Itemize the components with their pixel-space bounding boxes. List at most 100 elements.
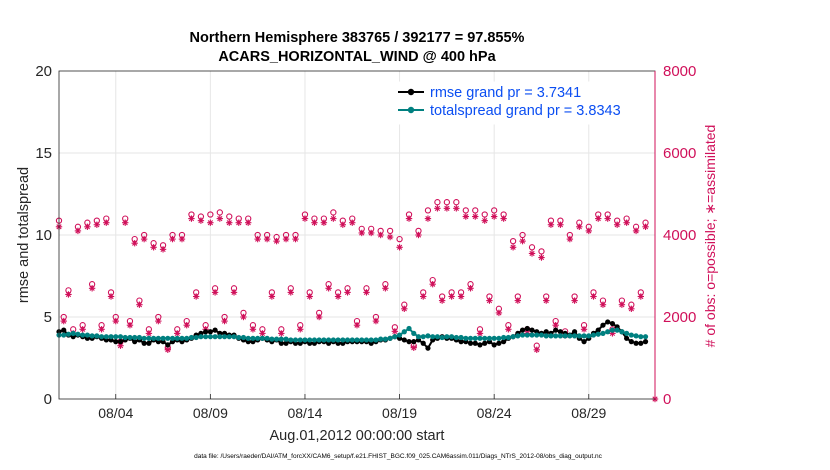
obs-assimilated-point	[349, 219, 356, 226]
obs-assimilated-point	[557, 221, 564, 228]
totalspread-point	[595, 331, 601, 337]
data-file-footer: data file: /Users/raeder/DAI/ATM_forcXX/…	[194, 453, 603, 460]
obs-assimilated-point	[320, 219, 328, 226]
obs-assimilated-point	[367, 229, 375, 237]
rmse-point	[553, 327, 559, 333]
obs-assimilated-point	[192, 293, 200, 300]
obs-assimilated-point	[490, 213, 498, 220]
obs-possible-point	[386, 227, 394, 235]
totalspread-point	[75, 331, 81, 337]
obs-assimilated-point	[500, 215, 507, 222]
obs-possible-point	[538, 248, 545, 255]
totalspread-point	[430, 334, 436, 340]
obs-assimilated-point	[107, 293, 115, 300]
totalspread-point	[543, 333, 549, 339]
obs-assimilated-point	[259, 330, 266, 337]
obs-assimilated-point	[197, 217, 205, 224]
obs-assimilated-point	[311, 219, 318, 226]
totalspread-point	[326, 337, 332, 343]
y-left-tick-label: 5	[44, 309, 52, 326]
totalspread-point	[363, 337, 370, 343]
obs-assimilated-point	[391, 328, 399, 335]
obs-assimilated-point	[443, 205, 451, 212]
totalspread-point	[146, 335, 152, 341]
left-axis: 0 5 10 15 20	[35, 63, 52, 408]
totalspread-point	[61, 332, 67, 338]
totalspread-point	[529, 332, 535, 338]
totalspread-point	[576, 333, 582, 339]
series-layer	[55, 199, 659, 403]
totalspread-point	[387, 335, 393, 341]
rmse-point	[146, 340, 152, 346]
totalspread-point	[510, 334, 516, 340]
totalspread-point	[382, 336, 388, 342]
totalspread-point	[188, 334, 195, 341]
totalspread-point	[444, 334, 450, 340]
totalspread-point	[316, 337, 322, 343]
rmse-point	[482, 340, 488, 346]
totalspread-point	[401, 329, 407, 335]
obs-possible-point	[424, 207, 432, 214]
chart-title-line2: ACARS_HORIZONTAL_WIND @ 400 hPa	[218, 49, 496, 65]
totalspread-point	[302, 337, 308, 343]
obs-assimilated-point	[230, 289, 238, 296]
totalspread-point	[250, 335, 256, 341]
x-axis: 08/04 08/09 08/14 08/19 08/24 08/29	[98, 394, 607, 421]
totalspread-point	[330, 337, 336, 343]
obs-assimilated-point	[434, 205, 441, 212]
obs-assimilated-point	[566, 235, 574, 243]
totalspread-point	[496, 335, 502, 341]
rmse-point	[278, 340, 284, 346]
y-left-tick-label: 15	[35, 145, 52, 162]
obs-assimilated-point	[216, 215, 224, 222]
rmse-point	[624, 335, 630, 341]
totalspread-point	[98, 334, 105, 340]
totalspread-point	[174, 335, 180, 341]
rmse-point	[165, 342, 171, 348]
obs-assimilated-point	[623, 219, 630, 226]
totalspread-point	[453, 334, 459, 341]
totalspread-point	[359, 337, 365, 343]
chart-title-line1: Northern Hemisphere 383765 / 392177 = 97…	[190, 30, 525, 46]
rmse-point	[529, 327, 535, 333]
totalspread-point	[411, 330, 417, 336]
obs-possible-point	[216, 209, 223, 216]
totalspread-point	[321, 337, 327, 343]
obs-assimilated-point	[79, 326, 86, 333]
totalspread-point	[307, 337, 313, 343]
obs-assimilated-point	[405, 215, 413, 222]
totalspread-point	[231, 334, 237, 340]
obs-assimilated-point	[245, 219, 252, 226]
obs-assimilated-point	[585, 227, 592, 235]
totalspread-point	[633, 333, 639, 339]
obs-assimilated-point	[543, 297, 550, 304]
totalspread-point	[198, 334, 204, 340]
obs-assimilated-point	[472, 213, 479, 220]
obs-assimilated-point	[325, 285, 332, 292]
obs-assimilated-point	[126, 322, 134, 329]
rmse-point	[203, 329, 209, 335]
totalspread-point	[132, 334, 138, 341]
obs-assimilated-point	[211, 289, 219, 296]
obs-possible-point	[226, 213, 233, 220]
x-tick-label: 08/24	[477, 405, 512, 421]
rmse-point	[132, 339, 138, 345]
obs-assimilated-point	[410, 344, 417, 351]
obs-assimilated-point	[131, 240, 138, 247]
totalspread-point	[297, 337, 303, 343]
rmse-point	[496, 340, 502, 346]
obs-assimilated-point	[353, 322, 361, 329]
obs-possible-point	[509, 237, 517, 245]
obs-assimilated-point	[448, 293, 455, 300]
totalspread-point	[89, 333, 95, 339]
obs-assimilated-point	[88, 285, 96, 292]
obs-assimilated-point	[287, 289, 294, 296]
totalspread-point	[207, 334, 213, 340]
obs-possible-point	[491, 207, 498, 214]
obs-assimilated-point	[140, 235, 148, 243]
rmse-point	[113, 339, 119, 345]
obs-possible-point	[462, 207, 469, 214]
obs-assimilated-point	[112, 317, 119, 325]
totalspread-point	[136, 334, 143, 341]
obs-assimilated-point	[273, 237, 280, 245]
